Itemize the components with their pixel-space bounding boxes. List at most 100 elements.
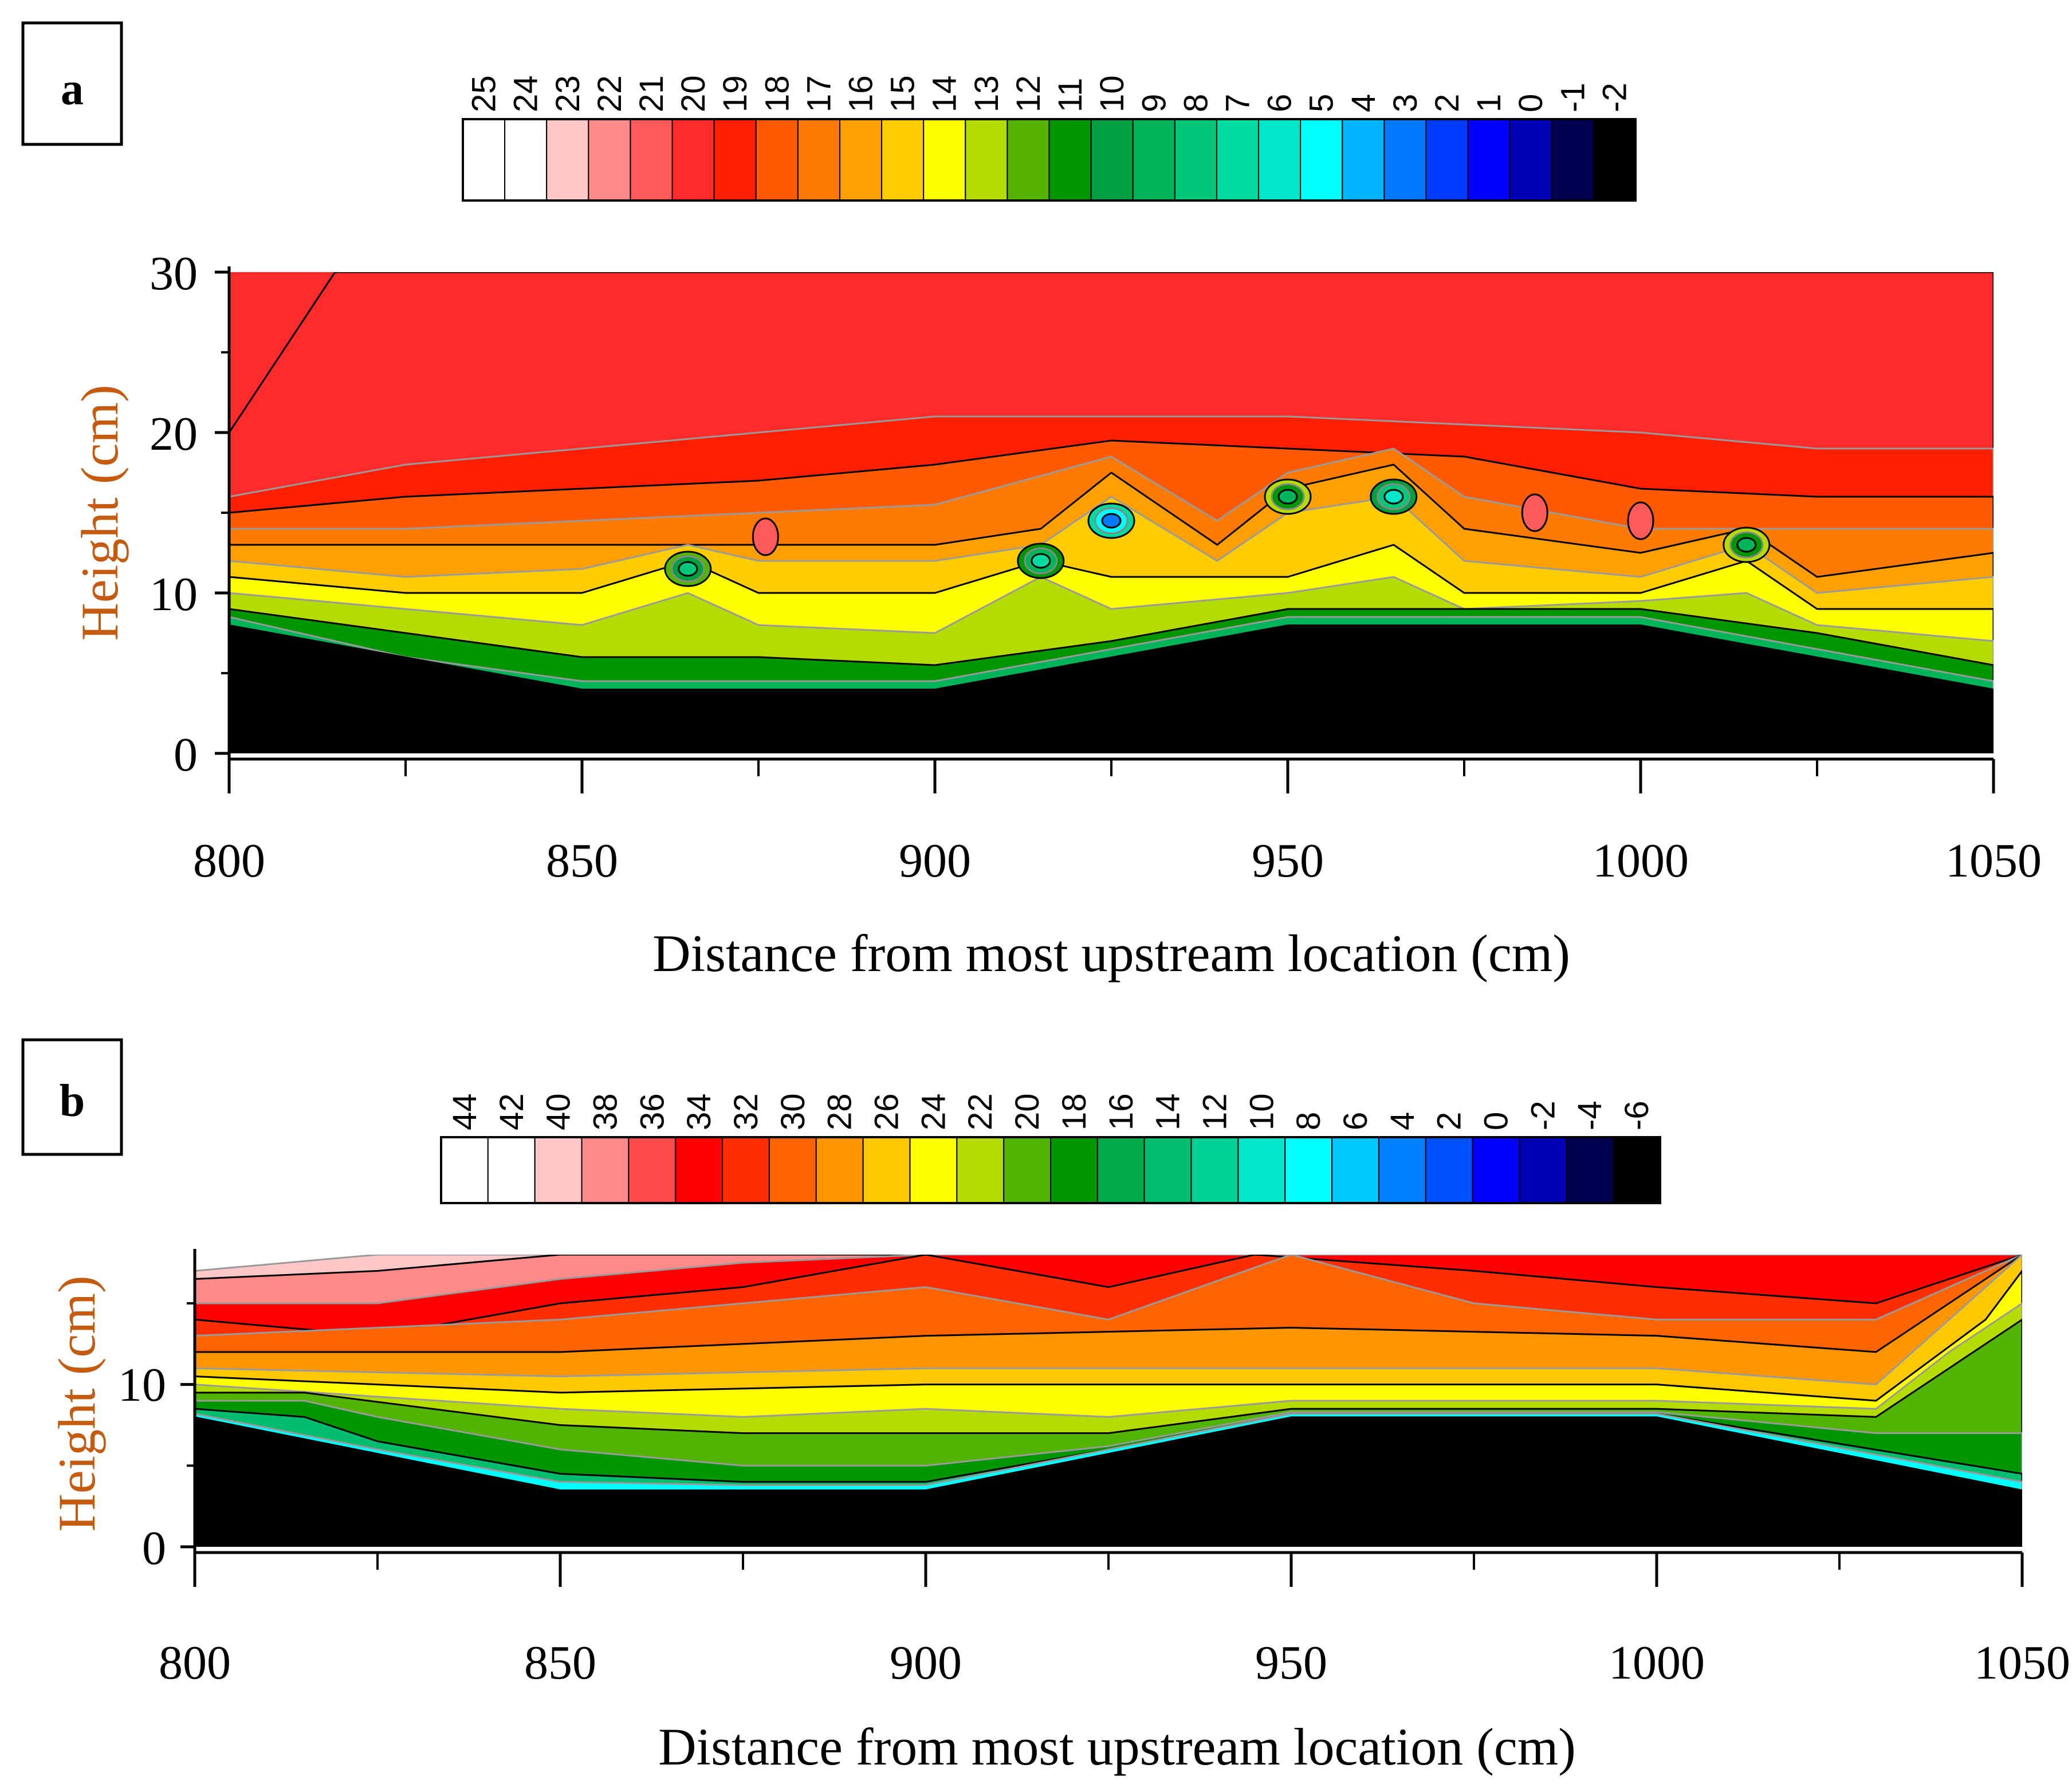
y-tick-a-30: 30 [150,247,198,300]
x-tick-b-1050: 1050 [1974,1636,2070,1689]
contour-extreme-a-7-0 [1521,493,1548,532]
colorbar-label-b-8: 28 [821,1093,859,1130]
colorbar-label-b-3: 38 [587,1093,624,1130]
colorbar-label-a-4: 21 [633,75,670,112]
contour-extreme-a-1-2 [1383,489,1404,505]
y-axis-title-b: Height (cm) [48,1275,106,1531]
colorbar-swatch-b-25 [1613,1137,1661,1204]
colorbar-a: 25 24 23 22 21 20 19 18 17 16 15 14 13 12 11 10 9 8 7 6 5 4 3 2… [462,75,1637,202]
contour-extreme-a-2-2 [1277,489,1298,505]
colorbar-swatch-a-2 [546,119,589,201]
colorbar-label-a-2: 23 [549,75,587,112]
colorbar-swatch-b-17 [1237,1137,1286,1204]
colorbar-swatch-a-16 [1132,119,1175,201]
colorbar-label-a-0: 25 [466,75,503,112]
colorbar-swatch-a-5 [671,119,715,201]
colorbar-swatch-b-7 [768,1137,817,1204]
contour-extreme-a-8-0 [1627,501,1654,540]
colorbar-label-b-21: 2 [1431,1112,1468,1130]
colorbar-swatch-b-1 [487,1137,536,1204]
colorbar-label-b-20: 4 [1384,1112,1421,1130]
colorbar-label-b-6: 32 [728,1093,765,1130]
colorbar-label-a-24: 1 [1471,94,1508,112]
x-tick-b-950: 950 [1255,1636,1327,1689]
colorbar-swatch-b-14 [1096,1137,1145,1204]
panel-b: b 44 42 40 38 36 34 32 30 28 26 24 22 20 18 16 14 12 10 8 6… [21,1038,2070,1776]
colorbar-swatch-a-27 [1593,119,1636,201]
plot-area-b [195,1255,2022,1547]
colorbar-label-b-16: 12 [1196,1093,1233,1130]
colorbar-label-b-4: 36 [634,1093,671,1130]
colorbar-label-b-18: 8 [1290,1112,1327,1130]
colorbar-swatch-b-11 [956,1137,1005,1204]
colorbar-label-b-0: 44 [446,1093,483,1130]
colorbar-swatch-b-16 [1190,1137,1239,1204]
x-axis-title-b: Distance from most upstream location (cm… [658,1718,1576,1776]
colorbar-label-a-5: 20 [675,75,712,112]
colorbar-swatch-a-21 [1342,119,1385,201]
colorbar-label-a-26: -1 [1554,82,1591,112]
colorbar-swatch-b-10 [909,1137,958,1204]
colorbar-label-a-15: 10 [1094,75,1131,112]
colorbar-label-a-8: 17 [800,75,838,112]
contour-extreme-a-0-2 [1101,513,1122,529]
colorbar-label-b-5: 34 [681,1093,718,1130]
colorbar-label-b-22: 0 [1478,1112,1515,1130]
colorbar-label-a-11: 14 [926,75,964,112]
colorbar-label-b-12: 20 [1009,1093,1046,1130]
colorbar-swatch-b-6 [722,1137,770,1204]
channel-bed-b [195,1416,2022,1547]
colorbar-swatch-b-9 [862,1137,911,1204]
x-tick-b-1000: 1000 [1609,1636,1705,1689]
colorbar-swatch-a-22 [1383,119,1427,201]
panel-a-label-box [21,21,123,146]
colorbar-swatch-a-17 [1174,119,1217,201]
channel-bed-a [229,624,1994,753]
colorbar-swatch-b-18 [1284,1137,1333,1204]
plot-area-a [229,272,1994,753]
colorbar-label-b-9: 26 [868,1093,906,1130]
contour-field-a [229,272,1994,753]
colorbar-swatch-a-0 [462,119,506,201]
colorbar-label-b-23: -2 [1524,1101,1562,1130]
colorbar-swatch-a-4 [630,119,673,201]
colorbar-swatch-a-9 [839,119,883,201]
colorbar-label-a-14: 11 [1052,78,1089,112]
colorbar-label-a-25: 0 [1512,94,1550,112]
y-tick-a-20: 20 [150,407,198,461]
axes-b [180,1249,2024,1587]
colorbar-frame-a [462,118,1637,202]
axes-a [215,266,1995,793]
x-tick-b-800: 800 [159,1636,231,1689]
colorbar-swatch-a-23 [1425,119,1469,201]
colorbar-label-a-10: 15 [884,75,922,112]
colorbar-b: 44 42 40 38 36 34 32 30 28 26 24 22 20 18 16 14 12 10 8 6 4 2… [440,1093,1661,1204]
contour-field-b [195,1255,2022,1547]
colorbar-label-a-16: 9 [1135,94,1173,112]
colorbar-swatch-a-18 [1216,119,1260,201]
colorbar-swatch-b-19 [1331,1137,1379,1204]
colorbar-label-a-19: 6 [1261,94,1299,112]
colorbar-frame-b [440,1136,1661,1204]
colorbar-swatch-a-15 [1090,119,1134,201]
colorbar-swatch-a-24 [1467,119,1511,201]
contour-extreme-a-6-0 [752,517,779,556]
contour-extreme-a-5-2 [1736,537,1757,553]
colorbar-swatch-b-15 [1143,1137,1192,1204]
x-tick-b-850: 850 [524,1636,596,1689]
colorbar-swatch-a-3 [588,119,631,201]
colorbar-label-a-17: 8 [1177,94,1214,112]
x-tick-a-900: 900 [899,834,971,887]
colorbar-swatch-b-5 [675,1137,724,1204]
colorbar-label-a-27: -2 [1596,82,1633,112]
colorbar-label-b-19: 6 [1337,1112,1374,1130]
colorbar-swatch-a-20 [1300,119,1343,201]
colorbar-label-a-22: 3 [1387,94,1424,112]
colorbar-swatch-a-1 [504,119,548,201]
colorbar-swatch-a-13 [1006,119,1050,201]
colorbar-label-a-12: 13 [968,75,1005,112]
y-tick-a-10: 10 [150,568,198,621]
colorbar-swatch-b-13 [1050,1137,1098,1204]
colorbar-label-b-13: 18 [1056,1093,1093,1130]
colorbar-swatch-a-8 [797,119,840,201]
